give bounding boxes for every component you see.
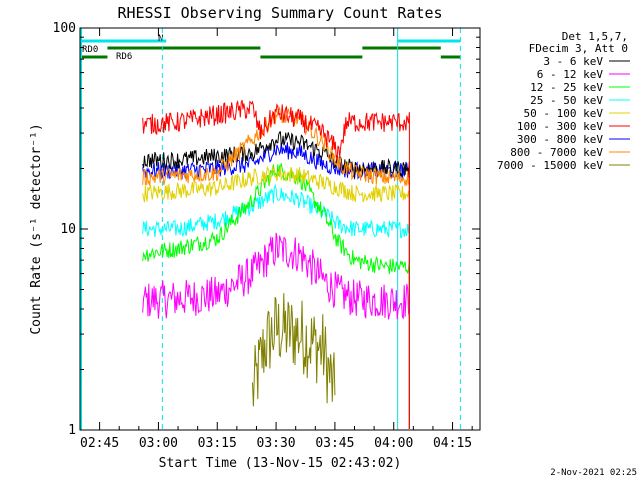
axes: 02:45 03:00 03:15 03:30 03:45 04:00 04:15 1 10 10… bbox=[53, 21, 480, 451]
y-tick-label-1: 10 bbox=[60, 222, 76, 237]
flag-bars: N RD0 RD6 bbox=[81, 34, 460, 62]
legend-label-4: 50 - 100 keV bbox=[524, 107, 604, 120]
flag-label-n: N bbox=[158, 34, 163, 44]
x-tick-label-2: 03:15 bbox=[198, 436, 237, 451]
legend-header-0: Det 1,5,7, bbox=[562, 30, 628, 43]
series-group bbox=[142, 99, 410, 429]
y-axis-label: Count Rate (s⁻¹ detector⁻¹) bbox=[29, 123, 44, 334]
legend-header-1: FDecim 3, Att 0 bbox=[529, 42, 628, 55]
x-tick-label-6: 04:15 bbox=[433, 436, 472, 451]
flag-label-rd6: RD6 bbox=[116, 52, 132, 62]
flag-label-rd0: RD0 bbox=[82, 45, 98, 55]
series-line-5 bbox=[142, 99, 410, 429]
x-axis-label: Start Time (13-Nov-15 02:43:02) bbox=[159, 456, 402, 471]
legend-label-6: 300 - 800 keV bbox=[517, 133, 603, 146]
series-line-8 bbox=[252, 293, 336, 407]
x-tick-label-1: 03:00 bbox=[139, 436, 178, 451]
x-tick-label-0: 02:45 bbox=[80, 436, 119, 451]
series-line-4 bbox=[142, 165, 410, 429]
legend-label-1: 6 - 12 keV bbox=[537, 68, 604, 81]
legend-label-5: 100 - 300 keV bbox=[517, 120, 603, 133]
legend-label-7: 800 - 7000 keV bbox=[510, 146, 603, 159]
series-line-3 bbox=[142, 183, 410, 429]
x-tick-label-5: 04:00 bbox=[374, 436, 413, 451]
series-line-7 bbox=[142, 106, 410, 429]
legend-label-0: 3 - 6 keV bbox=[543, 55, 603, 68]
x-tick-label-4: 03:45 bbox=[315, 436, 354, 451]
y-tick-label-0: 1 bbox=[68, 423, 76, 438]
chart-title: RHESSI Observing Summary Count Rates bbox=[117, 4, 442, 22]
generated-timestamp: 2-Nov-2021 02:25 bbox=[550, 468, 637, 478]
legend-label-8: 7000 - 15000 keV bbox=[497, 159, 603, 172]
y-tick-label-2: 100 bbox=[53, 21, 76, 36]
series-line-0 bbox=[142, 131, 410, 429]
x-tick-label-3: 03:30 bbox=[257, 436, 296, 451]
legend-label-3: 25 - 50 keV bbox=[530, 94, 603, 107]
legend-label-2: 12 - 25 keV bbox=[530, 81, 603, 94]
series-line-1 bbox=[142, 232, 410, 429]
plot-frame bbox=[79, 27, 481, 431]
